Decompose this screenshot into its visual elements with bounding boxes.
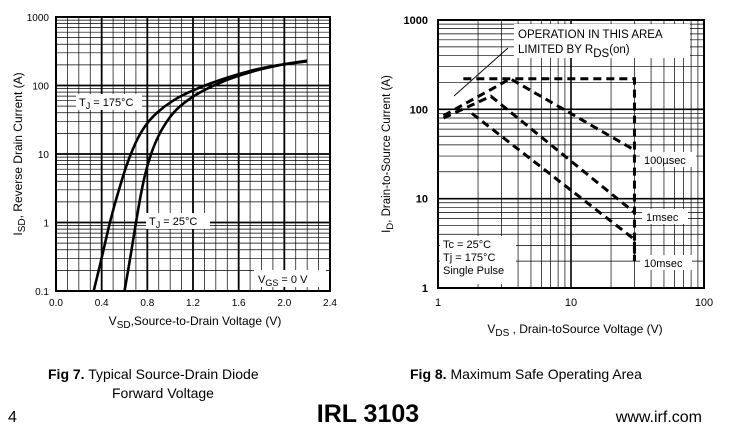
fig8-chart: OPERATION IN THIS AREA LIMITED BY RDS(on)… [381, 15, 713, 339]
fig7-x-tick-label: 2.4 [323, 298, 337, 309]
fig8-series-label-1ms: 1msec [646, 212, 679, 224]
fig8-y-tick-label: 1000 [404, 15, 428, 27]
fig7-label-bg-175 [76, 94, 142, 110]
fig7-annotation-vgs: VGS = 0 V [258, 274, 308, 288]
fig8-annotation-pointer [453, 47, 509, 97]
fig8-x-tick-label: 100 [695, 297, 713, 309]
fig7-y-tick-label: 1 [43, 219, 49, 230]
fig8-conditions-bg [440, 236, 516, 284]
fig7-chart: TJ = 175°C TJ = 25°C VGS = 0 V 0.0 0.4 0.8 1.2… [11, 13, 337, 331]
fig8-annotation-bg [514, 24, 690, 58]
fig8-series-label-100us: 100µsec [644, 155, 686, 167]
fig7-y-tick-label: 0.1 [35, 287, 49, 298]
fig7-series-tj25 [123, 59, 308, 292]
fig7-plot-frame [55, 16, 331, 292]
fig7-y-ticks: 0.1 1 10 100 1000 [27, 13, 50, 298]
fig8-x-axis-title: VDS , Drain-toSource Voltage (V) [487, 322, 662, 339]
fig7-label-bg-25 [146, 213, 210, 229]
fig8-caption-line1: Maximum Safe Operating Area [450, 366, 642, 382]
part-number-title: IRL 3103 [316, 400, 420, 428]
fig8-condition-line: Tc = 25°C [443, 239, 491, 251]
fig7-series-tj175 [92, 60, 308, 292]
fig7-x-axis-title: VSD,Source-to-Drain Voltage (V) [109, 314, 282, 331]
fig8-caption: Fig 8. Maximum Safe Operating Area [410, 366, 642, 382]
fig8-series-limit [463, 77, 636, 262]
fig7-x-ticks: 0.0 0.4 0.8 1.2 1.6 2.0 2.4 [49, 298, 337, 309]
fig8-plot-frame [437, 19, 705, 289]
fig7-y-axis-title: ISD, Reverse Drain Current (A) [11, 72, 28, 235]
fig7-caption: Fig 7. Typical Source-Drain Diode [48, 366, 259, 382]
fig8-y-ticks: 1 10 100 1000 [404, 15, 428, 295]
fig7-x-tick-label: 2.0 [277, 298, 291, 309]
fig8-y-tick-label: 10 [416, 194, 428, 206]
fig8-series-1msec [442, 94, 636, 214]
fig8-number: Fig 8. [410, 366, 447, 382]
fig7-caption-line2: Forward Voltage [112, 385, 214, 401]
fig8-x-tick-label: 1 [435, 297, 441, 309]
fig8-series-10msec [471, 112, 636, 262]
fig8-series-label-10ms: 10msec [644, 258, 683, 270]
fig7-caption-line1: Typical Source-Drain Diode [88, 366, 259, 382]
fig8-label-bg-1ms [642, 209, 688, 224]
fig8-x-ticks: 1 10 100 [435, 297, 713, 309]
fig8-y-tick-label: 100 [410, 104, 428, 116]
fig8-annotation-line2: LIMITED BY RDS(on) [518, 44, 630, 60]
fig7-x-tick-label: 1.6 [232, 298, 246, 309]
fig8-condition-line: Single Pulse [443, 265, 504, 277]
fig7-x-tick-label: 1.2 [186, 298, 200, 309]
fig8-condition-line: Tj = 175°C [443, 252, 495, 264]
fig8-y-tick-label: 1 [422, 283, 428, 295]
fig7-x-tick-label: 0.8 [140, 298, 154, 309]
fig7-y-tick-label: 10 [38, 150, 50, 161]
fig8-annotation-line1: OPERATION IN THIS AREA [518, 29, 663, 41]
fig7-y-tick-label: 1000 [27, 13, 50, 24]
fig7-gridlines [56, 17, 330, 291]
website-url: www.irf.com [615, 409, 702, 426]
fig7-series-label-tj175: TJ = 175°C [79, 97, 134, 111]
fig8-series-100sec [442, 77, 636, 152]
fig8-label-bg-10ms [640, 255, 692, 270]
fig8-x-tick-label: 10 [565, 297, 577, 309]
page-number: 4 [8, 409, 17, 426]
fig7-annotation-bg [254, 270, 326, 287]
fig7-x-tick-label: 0.4 [95, 298, 109, 309]
fig7-series-label-tj25: TJ = 25°C [149, 216, 197, 230]
fig8-label-bg-100us [640, 152, 696, 167]
fig7-number: Fig 7. [48, 366, 85, 382]
fig7-y-tick-label: 100 [32, 82, 49, 93]
fig8-y-axis-title: ID, Drain-to-Source Current (A) [381, 75, 396, 233]
fig7-x-tick-label: 0.0 [49, 298, 63, 309]
